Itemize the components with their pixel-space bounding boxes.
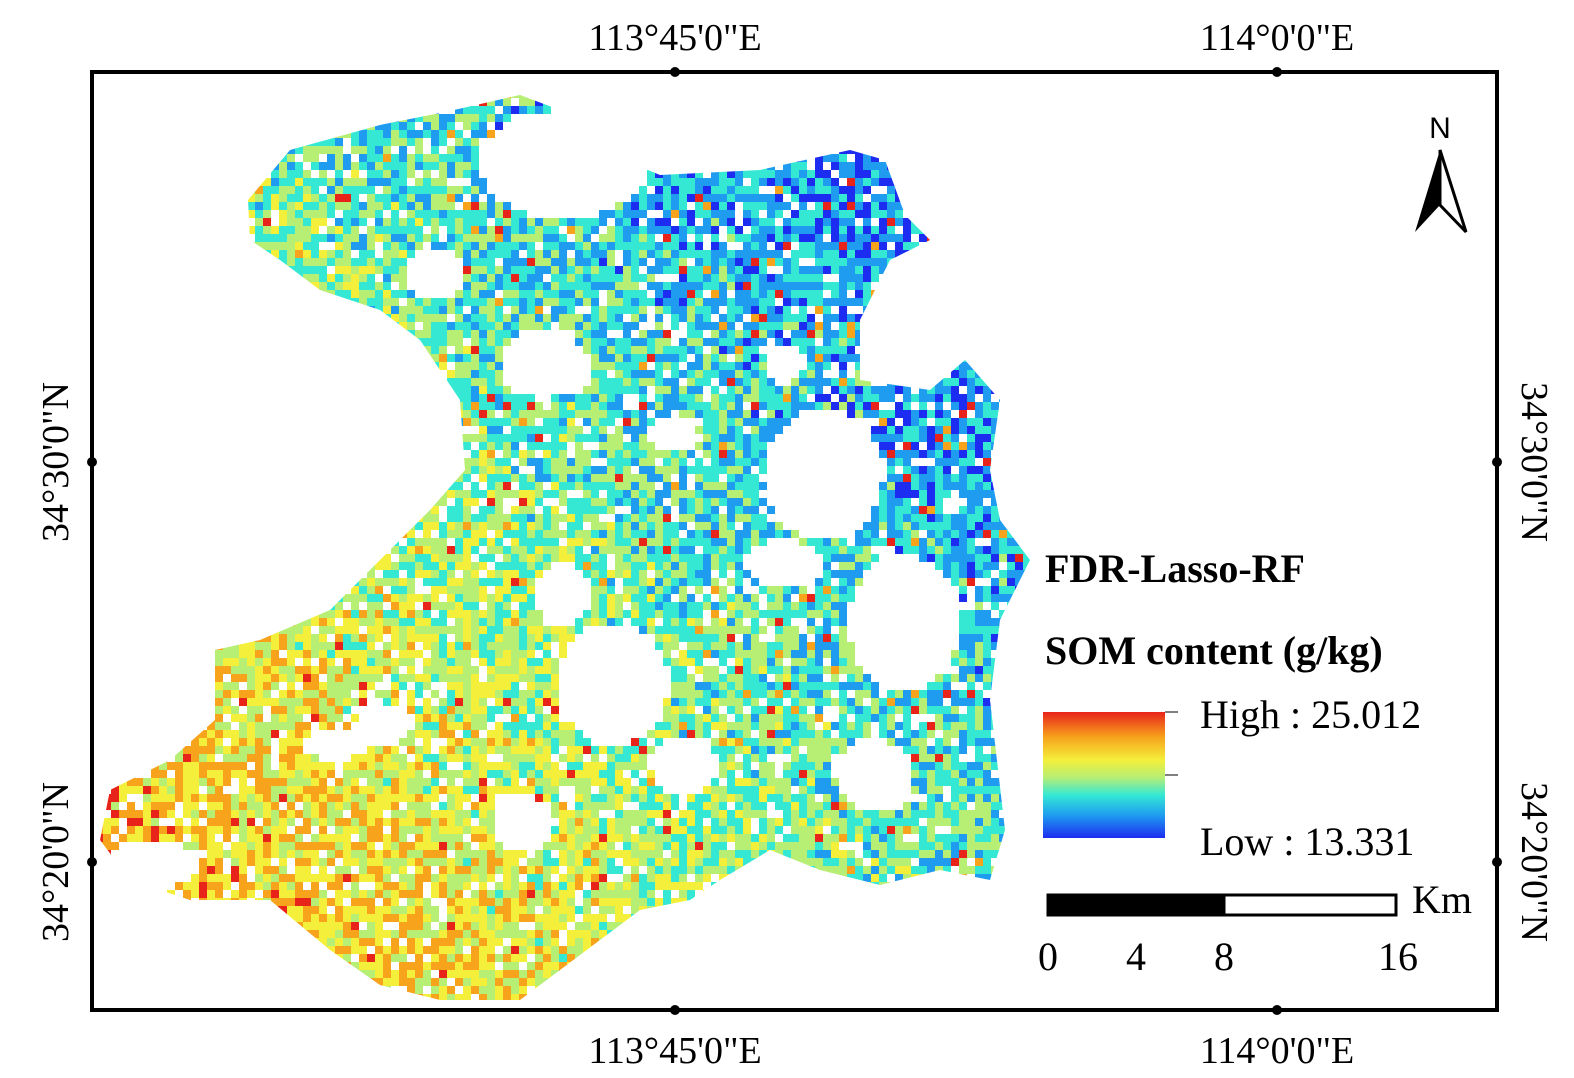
- bottom-lon-label-2: 114°0'0"E: [1200, 1030, 1354, 1072]
- north-arrow: N: [1415, 112, 1468, 234]
- scale-tick-0: 0: [1038, 934, 1058, 979]
- right-lat-label-2: 34°20'0"N: [1513, 782, 1555, 942]
- scale-tick-16: 16: [1378, 934, 1418, 979]
- scale-unit: Km: [1412, 877, 1472, 922]
- top-lon-label-2: 114°0'0"E: [1200, 17, 1354, 59]
- legend-low-label: Low : 13.331: [1200, 819, 1414, 864]
- model-label: FDR-Lasso-RF: [1045, 546, 1305, 591]
- legend-title: SOM content (g/kg): [1045, 628, 1383, 673]
- scale-tick-8: 8: [1214, 934, 1234, 979]
- bottom-lon-label-1: 113°45'0"E: [588, 1030, 761, 1072]
- legend-high-label: High : 25.012: [1200, 692, 1421, 737]
- left-lat-label-2: 34°20'0"N: [35, 782, 77, 942]
- north-arrow-icon: [1415, 150, 1440, 232]
- right-lat-label-1: 34°30'0"N: [1513, 382, 1555, 542]
- left-lat-label-1: 34°30'0"N: [35, 382, 77, 542]
- legend-color-ramp: [1043, 712, 1165, 838]
- north-arrow-label: N: [1429, 112, 1451, 145]
- graticule-ticks: [87, 67, 1502, 1015]
- scale-tick-4: 4: [1126, 934, 1146, 979]
- top-lon-label-1: 113°45'0"E: [588, 17, 761, 59]
- scale-bar: Km 0 4 8 16: [1038, 877, 1472, 979]
